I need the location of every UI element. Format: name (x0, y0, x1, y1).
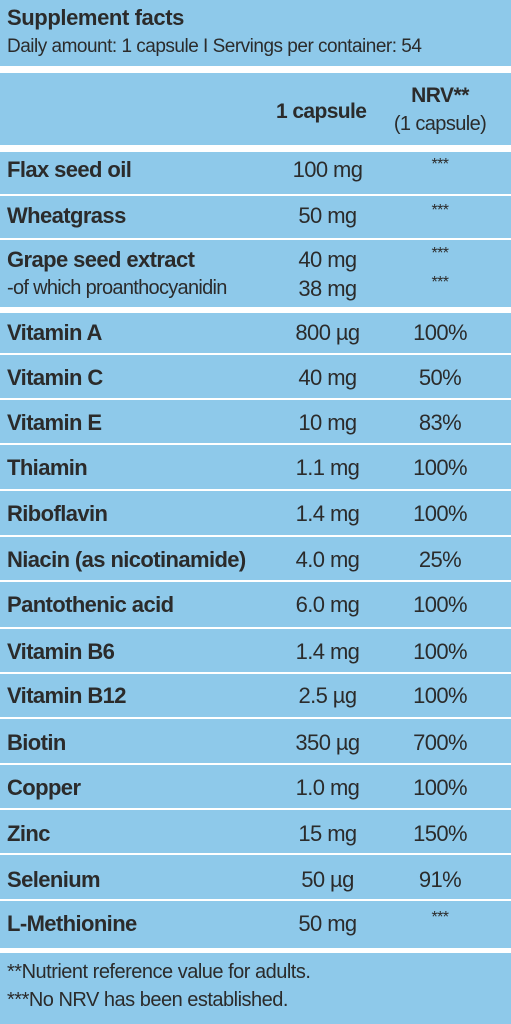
nutrient-amount: 40 mg (298, 365, 357, 390)
nutrient-nrv: 25% (418, 547, 462, 572)
nutrient-nrv: 100% (413, 639, 467, 664)
table-row: Flax seed oil 100 mg *** (0, 152, 511, 196)
nutrient-amount: 350 µg (295, 730, 360, 755)
nutrient-amount: 50 µg (301, 867, 354, 892)
nutrient-nrv: 100% (413, 775, 467, 800)
row-divider (0, 763, 511, 765)
nutrient-name: Vitamin B6 (7, 639, 115, 664)
nutrient-nrv: *** (431, 245, 449, 262)
table-row: Riboflavin 1.4 mg 100% (0, 491, 511, 535)
nutrient-nrv: 100% (413, 455, 467, 480)
nutrient-amount: 1.0 mg (295, 775, 360, 800)
serving-info: Daily amount: 1 capsule I Servings per c… (7, 36, 422, 57)
nutrient-nrv: 700% (413, 730, 467, 755)
nutrient-name: Vitamin A (7, 320, 102, 345)
sub-nutrient-amount: 38 mg (298, 276, 357, 301)
nutrient-nrv: *** (431, 156, 449, 173)
nutrient-name: Pantothenic acid (7, 592, 174, 617)
row-divider (0, 853, 511, 855)
nutrient-name: Riboflavin (7, 501, 108, 526)
nutrient-name: Copper (7, 775, 81, 800)
table-row: Copper 1.0 mg 100% (0, 765, 511, 809)
footer-divider (0, 948, 511, 953)
nutrient-name: Vitamin B12 (7, 683, 127, 708)
table-row: L-Methionine 50 mg *** (0, 901, 511, 945)
nutrient-name: Flax seed oil (7, 157, 132, 182)
nutrient-amount: 1.4 mg (295, 501, 360, 526)
sub-nutrient-nrv: *** (431, 274, 449, 291)
nutrient-name: Thiamin (7, 455, 88, 480)
table-row: Vitamin A 800 µg 100% (0, 313, 511, 357)
header-divider (0, 66, 511, 73)
nutrient-nrv: 100% (413, 501, 467, 526)
nutrient-amount: 10 mg (298, 410, 357, 435)
row-divider (0, 353, 511, 355)
table-row: Grape seed extract 40 mg *** -of which p… (0, 240, 511, 306)
nutrient-name: Zinc (7, 821, 50, 846)
table-row: Vitamin B6 1.4 mg 100% (0, 629, 511, 673)
nutrient-amount: 1.4 mg (295, 639, 360, 664)
table-row: Wheatgrass 50 mg *** (0, 196, 511, 240)
nutrient-nrv: 83% (418, 410, 462, 435)
nutrient-nrv: 100% (413, 683, 467, 708)
row-divider (0, 535, 511, 537)
nutrient-amount: 800 µg (295, 320, 360, 345)
nutrient-nrv: 50% (418, 365, 462, 390)
row-divider (0, 717, 511, 719)
nutrient-name: Wheatgrass (7, 203, 126, 228)
column-header-amount: 1 capsule (276, 100, 367, 123)
panel-title: Supplement facts (7, 5, 184, 30)
row-divider (0, 238, 511, 240)
nutrient-nrv: *** (431, 909, 449, 926)
row-divider (0, 808, 511, 810)
nutrient-nrv: *** (431, 202, 449, 219)
nutrient-amount: 4.0 mg (295, 547, 360, 572)
nutrient-name: Biotin (7, 730, 66, 755)
nutrient-amount: 6.0 mg (295, 592, 360, 617)
nutrient-name: Vitamin C (7, 365, 103, 390)
row-divider (0, 398, 511, 400)
table-row: Vitamin B12 2.5 µg 100% (0, 674, 511, 718)
row-divider (0, 194, 511, 196)
nrv-subtitle: (1 capsule) (393, 113, 487, 135)
row-divider (0, 580, 511, 582)
nutrient-amount: 15 mg (298, 821, 357, 846)
column-header-nrv: NRV** (1 capsule) (386, 82, 494, 138)
nutrient-name: Selenium (7, 867, 101, 892)
table-row: Selenium 50 µg 91% (0, 855, 511, 899)
row-divider (0, 672, 511, 674)
row-divider (0, 627, 511, 629)
nutrient-nrv: 100% (413, 320, 467, 345)
nutrient-amount: 2.5 µg (298, 683, 357, 708)
row-divider (0, 489, 511, 491)
nutrient-name: L-Methionine (7, 911, 137, 936)
nrv-title: NRV** (411, 84, 469, 107)
nutrient-name: Vitamin E (7, 410, 102, 435)
row-divider (0, 443, 511, 445)
table-row: Vitamin C 40 mg 50% (0, 355, 511, 399)
nutrient-amount: 40 mg (298, 247, 357, 272)
table-row: Pantothenic acid 6.0 mg 100% (0, 582, 511, 626)
sub-nutrient-name: -of which proanthocyanidin (7, 277, 227, 299)
nutrient-amount: 1.1 mg (295, 455, 360, 480)
nutrient-amount: 100 mg (292, 157, 363, 182)
section-divider (0, 307, 511, 313)
table-row: Vitamin E 10 mg 83% (0, 400, 511, 444)
nutrient-nrv: 91% (418, 867, 462, 892)
table-row: Biotin 350 µg 700% (0, 719, 511, 763)
nutrient-nrv: 150% (413, 821, 467, 846)
table-row: Zinc 15 mg 150% (0, 810, 511, 854)
table-row: Niacin (as nicotinamide) 4.0 mg 25% (0, 537, 511, 581)
nutrient-name: Niacin (as nicotinamide) (7, 547, 246, 572)
nutrient-nrv: 100% (413, 592, 467, 617)
column-header-divider (0, 145, 511, 152)
nutrient-amount: 50 mg (298, 203, 357, 228)
footnote-no-nrv: ***No NRV has been established. (7, 989, 288, 1011)
nutrient-name: Grape seed extract (7, 247, 195, 272)
table-row: Thiamin 1.1 mg 100% (0, 445, 511, 489)
row-divider (0, 899, 511, 901)
footnote-nrv: **Nutrient reference value for adults. (7, 961, 311, 983)
nutrient-amount: 50 mg (298, 911, 357, 936)
